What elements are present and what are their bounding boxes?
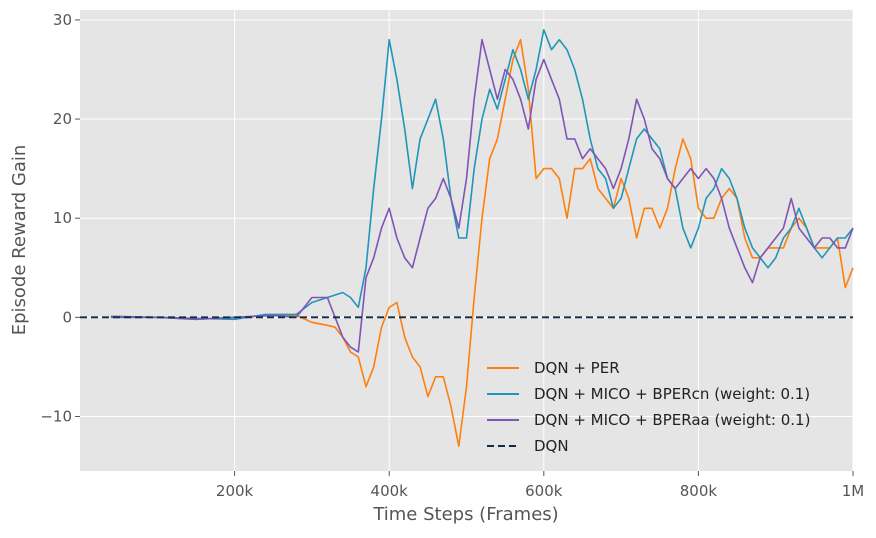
x-tick-label: 200k [216, 482, 254, 500]
legend-label-3: DQN [534, 437, 569, 455]
x-axis-label: Time Steps (Frames) [372, 504, 558, 525]
legend-label-0: DQN + PER [534, 359, 620, 377]
x-tick-label: 1M [842, 482, 865, 500]
x-axis: 200k 400k 600k 800k 1M [216, 471, 864, 500]
plot-background [80, 10, 853, 471]
y-axis-label: Episode Reward Gain [9, 145, 30, 336]
y-tick-label: 10 [53, 209, 72, 227]
legend-label-2: DQN + MICO + BPERaa (weight: 0.1) [534, 411, 810, 429]
x-tick-label: 800k [680, 482, 718, 500]
series-line-1 [110, 29, 854, 321]
y-tick-label: 30 [53, 11, 72, 29]
x-tick-label: 400k [371, 482, 409, 500]
series-line-0 [110, 38, 854, 447]
y-tick-label: 20 [53, 110, 72, 128]
x-tick-label: 600k [525, 482, 563, 500]
legend-label-1: DQN + MICO + BPERcn (weight: 0.1) [534, 385, 810, 403]
legend: DQN + PER DQN + MICO + BPERcn (weight: 0.… [487, 359, 810, 455]
y-axis: −10 0 10 20 30 [40, 11, 80, 425]
series-layer [80, 29, 854, 447]
series-line-2 [110, 38, 854, 353]
y-tick-label: −10 [40, 407, 72, 425]
y-tick-label: 0 [62, 308, 72, 326]
